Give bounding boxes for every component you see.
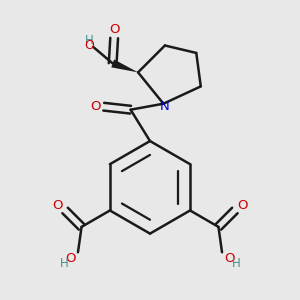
Text: N: N [160, 100, 170, 112]
Text: O: O [109, 23, 119, 36]
Text: H: H [231, 257, 240, 270]
Text: O: O [52, 199, 63, 212]
Polygon shape [111, 59, 138, 72]
Text: O: O [237, 199, 248, 212]
Text: O: O [224, 252, 235, 265]
Text: O: O [90, 100, 101, 113]
Text: H: H [60, 257, 69, 270]
Text: H: H [85, 34, 94, 47]
Text: O: O [85, 39, 94, 52]
Text: O: O [65, 252, 76, 265]
